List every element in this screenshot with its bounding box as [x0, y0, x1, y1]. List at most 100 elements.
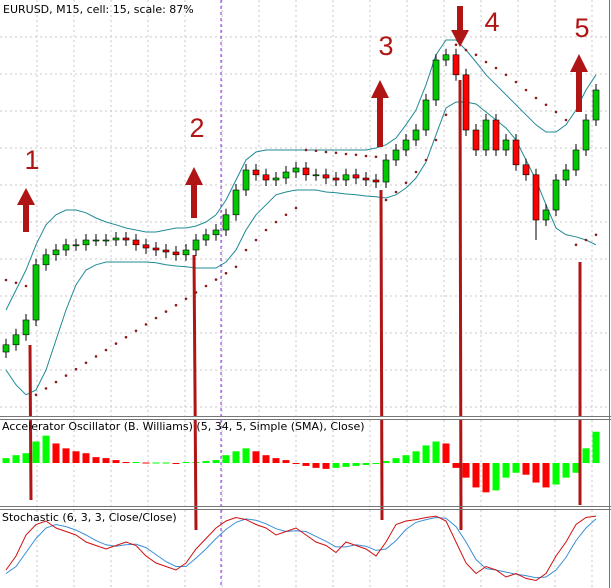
candle-body [222, 214, 230, 231]
arrow-up [185, 167, 203, 218]
histogram-bar [422, 445, 430, 463]
sar-dot [494, 66, 498, 70]
candle-body [532, 174, 540, 221]
candle-body [252, 169, 260, 176]
candle-body [372, 179, 380, 183]
histogram-bar [142, 462, 150, 464]
sar-dot [524, 88, 528, 92]
sar-dot [314, 149, 318, 153]
histogram-bar [532, 463, 540, 483]
candle-body [42, 254, 50, 266]
candle-body [342, 174, 350, 181]
sar-dot [374, 155, 378, 159]
candle-body [62, 244, 70, 251]
histogram-bar [542, 463, 550, 488]
histogram-bar [482, 463, 490, 493]
candle-body [332, 177, 340, 181]
arrow-up [371, 80, 389, 147]
histogram-bar [172, 463, 180, 464]
sar-dot [14, 281, 18, 285]
arrows [17, 6, 588, 232]
histogram-bar [22, 453, 30, 463]
sar-dot [94, 355, 98, 358]
histogram-bar [382, 461, 390, 463]
arrow-up [570, 54, 588, 112]
candle-body [482, 119, 490, 151]
candle-body [102, 239, 110, 242]
candle-body [2, 344, 10, 353]
candle-body [522, 164, 530, 176]
sar-dot [504, 73, 508, 77]
candle-body [192, 239, 200, 251]
sar-dot [254, 238, 258, 242]
sar-dot [34, 393, 38, 397]
histogram-bar [292, 463, 300, 464]
histogram-bar [212, 460, 220, 463]
sar-dot [574, 243, 578, 247]
sar-dot [394, 190, 398, 194]
sar-dot [284, 213, 288, 217]
histogram-bar [152, 462, 160, 464]
sar-dot [594, 233, 598, 237]
histogram-bar [342, 463, 350, 467]
sar-dot [154, 316, 158, 320]
histogram-bar [62, 448, 70, 463]
annotation-label: 5 [574, 13, 589, 43]
histogram-bar [302, 463, 310, 466]
candle-body [302, 167, 310, 176]
annotation-label: 1 [24, 145, 39, 175]
histogram-bar [42, 435, 50, 463]
sar-dot [404, 181, 408, 185]
histogram-bar [92, 457, 100, 463]
pane-gap [0, 416, 611, 419]
candle-body [592, 89, 600, 121]
histogram-bar [592, 431, 600, 463]
annotation-line [192, 254, 198, 531]
candle-body [512, 139, 520, 166]
histogram-bar [582, 448, 590, 463]
candle-body [82, 239, 90, 246]
sar-dot [554, 110, 558, 114]
candle-body [262, 174, 270, 181]
candle-body [402, 139, 410, 151]
sar-dot [234, 265, 238, 269]
candle-body [92, 239, 100, 242]
sar-dot [64, 374, 68, 377]
histogram-bar [392, 458, 400, 463]
candle-body [152, 247, 160, 251]
candle-body [162, 249, 170, 253]
sar-dot [264, 228, 268, 232]
candle-body [22, 319, 30, 336]
sar-dot [334, 151, 338, 155]
candle-body [502, 139, 510, 151]
sar-dot [304, 148, 308, 152]
annotation-lines [28, 79, 582, 531]
histogram-bar [162, 462, 170, 464]
sar-dot [544, 103, 548, 107]
candle-body [212, 229, 220, 236]
histogram-bar [452, 463, 460, 468]
histogram-bar [402, 455, 410, 463]
histogram-bar [82, 453, 90, 463]
sar-dot [414, 170, 418, 174]
sar-dot [434, 138, 438, 142]
histogram-bar [72, 451, 80, 463]
histogram-bar [112, 460, 120, 463]
arrow-up [17, 188, 35, 232]
sar-dot [184, 297, 188, 301]
candle-body [362, 177, 370, 181]
histogram-bar [2, 458, 10, 463]
histogram-bar [432, 441, 440, 463]
candle-body [122, 237, 130, 241]
histogram-bar [502, 463, 510, 478]
histogram-bar [12, 455, 20, 463]
plot [2, 39, 600, 582]
sar-dot [324, 150, 328, 154]
sar-dot [214, 278, 218, 281]
stochastic-line [5, 515, 597, 582]
candle-body [462, 74, 470, 131]
candle-body [442, 54, 450, 61]
histogram-bar [262, 455, 270, 463]
